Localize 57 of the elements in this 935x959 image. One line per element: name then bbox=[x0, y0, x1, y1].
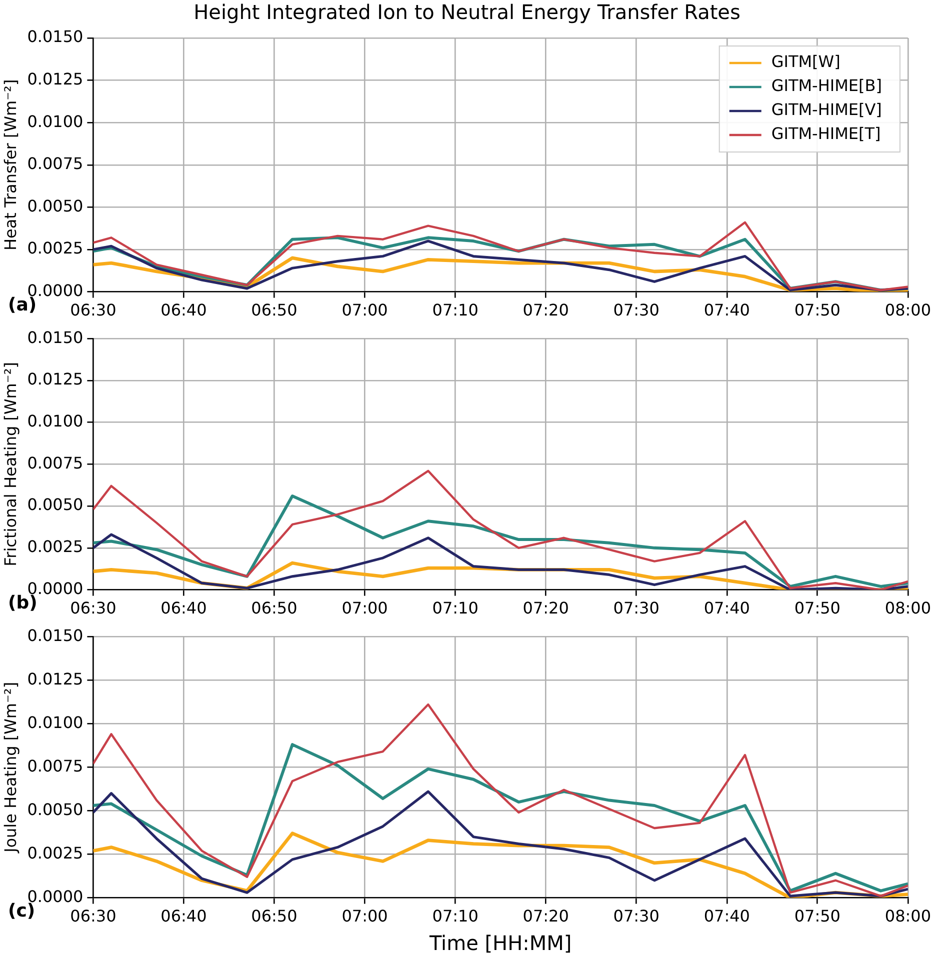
x-tick-label: 06:40 bbox=[160, 598, 207, 618]
legend-label: GITM-HIME[V] bbox=[771, 100, 882, 120]
x-tick-label: 07:30 bbox=[613, 300, 660, 320]
x-tick-label: 07:40 bbox=[704, 300, 750, 320]
y-tick-label: 0.0100 bbox=[27, 712, 84, 732]
y-tick-label: 0.0025 bbox=[27, 537, 84, 556]
x-tick-label: 06:50 bbox=[251, 906, 298, 926]
x-tick-label: 07:40 bbox=[704, 598, 750, 618]
x-tick-label: 08:00 bbox=[884, 300, 931, 320]
x-tick-label: 06:40 bbox=[160, 300, 207, 320]
y-tick-label: 0.0125 bbox=[27, 69, 84, 88]
legend-label: GITM-HIME[T] bbox=[771, 124, 881, 144]
x-tick-label: 07:00 bbox=[342, 300, 388, 320]
x-tick-label: 06:40 bbox=[160, 906, 207, 926]
y-tick-label: 0.0075 bbox=[27, 154, 84, 174]
y-tick-label: 0.0100 bbox=[27, 411, 84, 430]
y-tick-label: 0.0050 bbox=[27, 495, 84, 514]
y-axis-title: Joule Heating [Wm⁻²] bbox=[0, 682, 20, 854]
x-tick-label: 06:30 bbox=[70, 300, 116, 320]
chart-title: Height Integrated Ion to Neutral Energy Transfer Rates bbox=[194, 0, 740, 24]
y-tick-label: 0.0150 bbox=[27, 328, 84, 347]
y-tick-label: 0.0050 bbox=[27, 196, 84, 216]
x-tick-label: 07:40 bbox=[704, 906, 750, 926]
x-tick-label: 06:50 bbox=[251, 300, 298, 320]
x-tick-label: 08:00 bbox=[884, 598, 931, 618]
y-tick-label: 0.0075 bbox=[27, 756, 84, 776]
x-tick-label: 07:50 bbox=[794, 300, 840, 320]
x-tick-label: 07:00 bbox=[342, 906, 388, 926]
x-tick-label: 07:50 bbox=[794, 906, 840, 926]
x-tick-label: 07:30 bbox=[613, 598, 660, 618]
x-tick-label: 07:50 bbox=[794, 598, 840, 618]
y-tick-label: 0.0125 bbox=[27, 669, 84, 688]
legend-label: GITM-HIME[B] bbox=[771, 76, 882, 96]
x-tick-label: 08:00 bbox=[884, 906, 931, 926]
x-tick-label: 07:00 bbox=[342, 598, 388, 618]
x-tick-label: 07:20 bbox=[522, 906, 569, 926]
y-tick-label: 0.0025 bbox=[27, 238, 84, 258]
y-tick-label: 0.0050 bbox=[27, 800, 84, 819]
y-tick-label: 0.0150 bbox=[27, 626, 84, 645]
x-tick-label: 06:30 bbox=[70, 906, 116, 926]
y-axis-title: Frictional Heating [Wm⁻²] bbox=[0, 362, 20, 566]
x-tick-label: 07:10 bbox=[432, 300, 478, 320]
x-tick-label: 07:20 bbox=[522, 598, 569, 618]
legend-label: GITM[W] bbox=[771, 52, 840, 72]
x-tick-label: 06:30 bbox=[70, 598, 116, 618]
y-tick-label: 0.0100 bbox=[27, 112, 84, 131]
y-tick-label: 0.0075 bbox=[27, 453, 84, 472]
y-tick-label: 0.0150 bbox=[27, 27, 84, 46]
x-tick-label: 07:10 bbox=[432, 598, 478, 618]
y-axis-title: Heat Transfer [Wm⁻²] bbox=[0, 79, 20, 251]
y-tick-label: 0.0025 bbox=[27, 843, 84, 862]
x-axis-title: Time [HH:MM] bbox=[428, 931, 572, 956]
x-tick-label: 07:10 bbox=[432, 906, 478, 926]
y-tick-label: 0.0125 bbox=[27, 370, 84, 389]
x-tick-label: 06:50 bbox=[251, 598, 298, 618]
x-tick-label: 07:20 bbox=[522, 300, 569, 320]
x-tick-label: 07:30 bbox=[613, 906, 660, 926]
